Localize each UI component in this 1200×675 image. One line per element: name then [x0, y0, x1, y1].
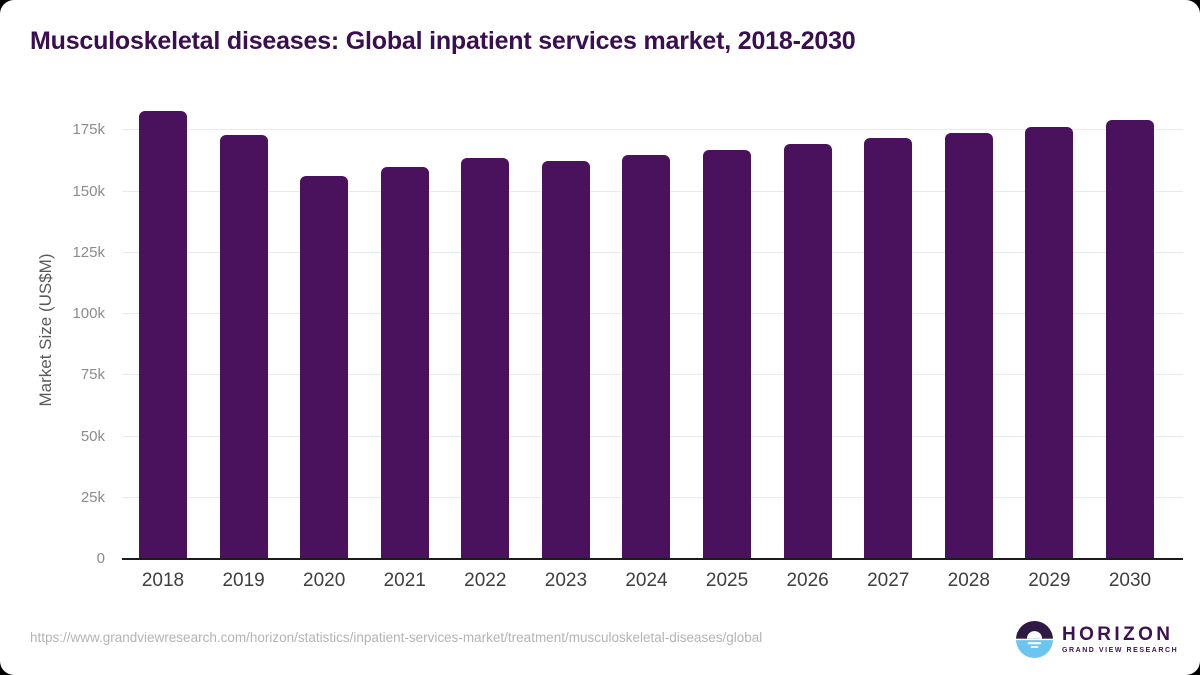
bar-2020 [300, 175, 349, 559]
horizon-logo: HORIZON GRAND VIEW RESEARCH [1016, 621, 1178, 658]
plot-area [122, 100, 1183, 560]
logo-subtitle: GRAND VIEW RESEARCH [1062, 647, 1179, 654]
x-tick-label: 2030 [1108, 570, 1152, 591]
bar-2025 [703, 150, 752, 559]
x-tick-label: 2029 [1028, 570, 1071, 591]
bar-2018 [139, 110, 187, 559]
x-tick-label: 2021 [383, 570, 426, 591]
y-tick-label: 75k [80, 366, 105, 384]
y-tick-label: 150k [72, 182, 105, 200]
y-axis-tick-labels: 0 25k 50k 75k 100k 125k 150k 175k [40, 0, 105, 675]
chart-title: Musculoskeletal diseases: Global inpatie… [30, 27, 856, 55]
gridline [122, 129, 1183, 131]
x-axis-labels: 2018 2019 2020 2021 2022 2023 2024 2025 2026 2027… [0, 570, 1200, 596]
y-tick-label: 100k [72, 305, 105, 323]
source-url: https://www.grandviewresearch.com/horizo… [30, 630, 763, 645]
y-tick-label: 175k [72, 121, 105, 139]
y-tick-label: 25k [80, 488, 105, 506]
x-tick-label: 2028 [947, 570, 990, 591]
x-tick-label: 2019 [222, 570, 265, 591]
bar-2029 [1025, 127, 1074, 559]
y-tick-label: 0 [96, 550, 105, 567]
bar-2019 [219, 135, 268, 559]
bar-2023 [541, 161, 590, 559]
horizon-logo-text: HORIZON GRAND VIEW RESEARCH [1062, 625, 1178, 654]
bar-2028 [944, 133, 993, 559]
logo-name: HORIZON [1062, 624, 1174, 645]
bar-2027 [864, 137, 913, 559]
bar-2026 [783, 143, 832, 559]
bar-2030 [1105, 119, 1154, 559]
bar-2021 [380, 167, 429, 559]
x-tick-label: 2022 [464, 570, 507, 591]
x-tick-label: 2026 [786, 570, 829, 591]
x-tick-label: 2020 [303, 570, 346, 591]
x-tick-label: 2027 [867, 570, 910, 591]
x-axis-line [122, 558, 1183, 560]
horizon-sun-icon [1016, 621, 1053, 658]
x-tick-label: 2025 [705, 570, 749, 591]
x-tick-label: 2018 [141, 570, 185, 591]
x-tick-label: 2024 [625, 570, 668, 591]
y-tick-label: 50k [80, 427, 105, 445]
bar-2024 [622, 154, 671, 559]
y-tick-label: 125k [72, 243, 105, 261]
bar-2022 [461, 158, 510, 559]
x-tick-label: 2023 [544, 570, 588, 591]
